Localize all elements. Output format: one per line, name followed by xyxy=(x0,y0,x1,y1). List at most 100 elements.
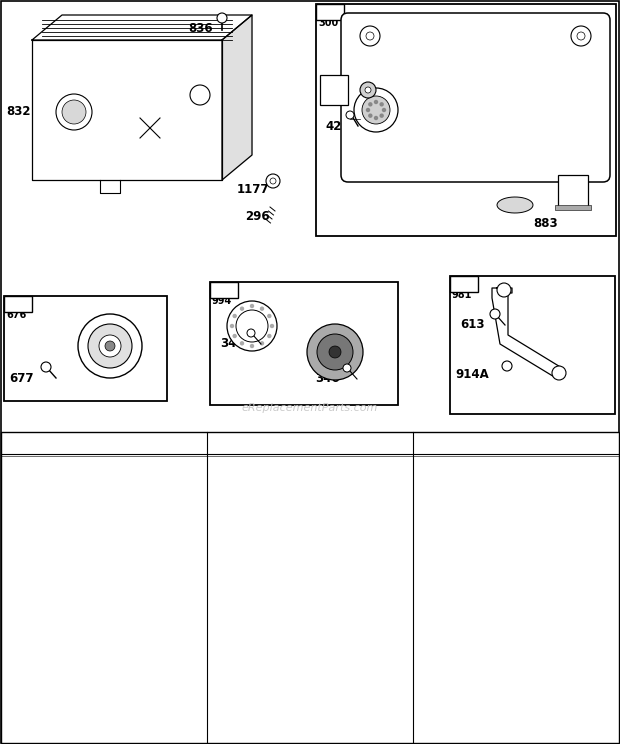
Text: 1057: 1057 xyxy=(417,540,443,550)
Circle shape xyxy=(233,335,236,338)
Text: 421: 421 xyxy=(325,120,350,133)
Circle shape xyxy=(374,100,378,103)
Text: 1177: 1177 xyxy=(237,183,270,196)
Polygon shape xyxy=(32,40,222,180)
Bar xyxy=(4,296,167,401)
Bar xyxy=(320,75,348,105)
Text: (Spark Arrester): (Spark Arrester) xyxy=(71,512,154,522)
Text: 613: 613 xyxy=(460,318,484,331)
Text: 710081: 710081 xyxy=(435,559,478,569)
Text: 346: 346 xyxy=(315,372,340,385)
Text: Screw: Screw xyxy=(277,540,308,550)
Text: Stud: Stud xyxy=(71,464,95,474)
Text: 690661: 690661 xyxy=(22,502,66,512)
Text: 613: 613 xyxy=(217,464,237,474)
Text: 300: 300 xyxy=(318,18,339,28)
Text: 832: 832 xyxy=(217,521,237,531)
Text: Arrestor-Spark: Arrestor-Spark xyxy=(483,521,559,531)
Text: (Muffler Deflector): (Muffler Deflector) xyxy=(277,512,373,522)
Circle shape xyxy=(552,366,566,380)
Text: (Rocker Cover): (Rocker Cover) xyxy=(483,493,560,503)
Text: PART: PART xyxy=(450,437,472,446)
Bar xyxy=(210,282,398,405)
Circle shape xyxy=(307,324,363,380)
Text: NO.: NO. xyxy=(450,445,466,454)
Text: (Muffler): (Muffler) xyxy=(483,569,528,579)
Text: PART: PART xyxy=(244,437,266,446)
Circle shape xyxy=(236,310,268,342)
Text: 981: 981 xyxy=(452,290,472,300)
Text: Deflector-Muffler: Deflector-Muffler xyxy=(277,483,365,493)
Circle shape xyxy=(270,324,273,327)
Text: 715230: 715230 xyxy=(228,483,272,493)
Text: Gasket-Exhaust: Gasket-Exhaust xyxy=(483,464,565,474)
Bar xyxy=(316,4,616,236)
Circle shape xyxy=(88,324,132,368)
Circle shape xyxy=(369,114,372,117)
Circle shape xyxy=(497,283,511,297)
Text: DESCRIPTION: DESCRIPTION xyxy=(78,437,138,446)
Text: 346: 346 xyxy=(220,337,245,350)
Circle shape xyxy=(217,13,227,23)
Circle shape xyxy=(374,117,378,120)
Circle shape xyxy=(260,341,264,344)
Circle shape xyxy=(365,87,371,93)
Polygon shape xyxy=(222,15,252,180)
Polygon shape xyxy=(497,197,533,213)
Circle shape xyxy=(369,103,372,106)
Circle shape xyxy=(360,26,380,46)
Circle shape xyxy=(380,103,383,106)
Text: 710099: 710099 xyxy=(22,464,66,474)
Text: 710074: 710074 xyxy=(228,540,272,550)
Circle shape xyxy=(241,341,244,344)
Text: REF.: REF. xyxy=(212,437,231,446)
Circle shape xyxy=(354,88,398,132)
Circle shape xyxy=(78,314,142,378)
Text: 296: 296 xyxy=(11,464,31,474)
Polygon shape xyxy=(492,288,562,378)
Text: 300: 300 xyxy=(11,483,31,493)
Bar xyxy=(1,432,619,743)
Text: (High Mount): (High Mount) xyxy=(277,531,345,541)
Circle shape xyxy=(190,85,210,105)
Circle shape xyxy=(56,94,92,130)
Circle shape xyxy=(105,341,115,351)
Text: 715495: 715495 xyxy=(435,502,478,512)
Polygon shape xyxy=(32,15,252,40)
Text: Guard-Muffler: Guard-Muffler xyxy=(277,521,350,531)
Text: 994: 994 xyxy=(423,521,443,531)
Circle shape xyxy=(231,324,234,327)
Text: 676: 676 xyxy=(217,483,237,493)
FancyBboxPatch shape xyxy=(341,13,610,182)
Circle shape xyxy=(99,335,121,357)
Text: Screen-Outlet: Screen-Outlet xyxy=(483,540,556,550)
Bar xyxy=(450,276,615,414)
Circle shape xyxy=(250,344,254,347)
Text: (Muffler Guard): (Muffler Guard) xyxy=(277,550,357,560)
Text: 914A: 914A xyxy=(455,368,489,381)
Text: 883: 883 xyxy=(533,217,557,230)
Text: eReplacementParts.com: eReplacementParts.com xyxy=(242,403,378,413)
Circle shape xyxy=(366,32,374,40)
Text: 832: 832 xyxy=(6,105,30,118)
Circle shape xyxy=(233,315,236,318)
Circle shape xyxy=(266,174,280,188)
Text: REF.: REF. xyxy=(418,437,436,446)
Circle shape xyxy=(502,361,512,371)
Text: 677: 677 xyxy=(217,502,237,512)
Text: 1057: 1057 xyxy=(325,93,358,106)
Text: 715523: 715523 xyxy=(22,483,66,493)
Text: Brace-Muffler: Brace-Muffler xyxy=(483,502,554,512)
Circle shape xyxy=(360,82,376,98)
Text: DESCRIPTION: DESCRIPTION xyxy=(284,437,345,446)
Text: 677: 677 xyxy=(9,372,33,385)
Circle shape xyxy=(268,315,271,318)
Text: NO.: NO. xyxy=(244,445,260,454)
Circle shape xyxy=(227,301,277,351)
Text: (High Mount): (High Mount) xyxy=(71,493,139,503)
Text: 836: 836 xyxy=(188,22,213,35)
Circle shape xyxy=(383,109,386,112)
Text: 710307: 710307 xyxy=(22,521,66,531)
Text: Δ*710250: Δ*710250 xyxy=(421,464,478,474)
Text: Screw: Screw xyxy=(71,502,102,512)
